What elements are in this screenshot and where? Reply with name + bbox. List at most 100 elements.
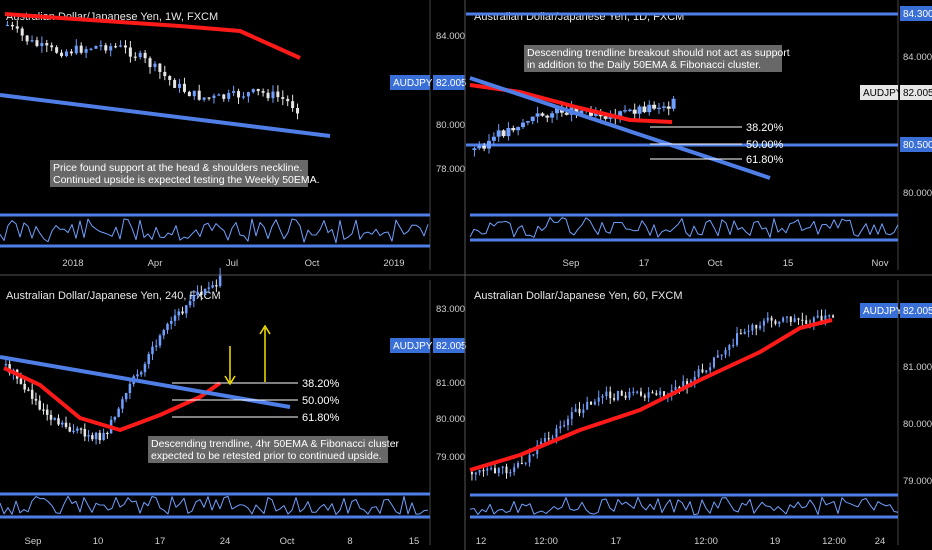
y-tick-label: 79.000 bbox=[436, 452, 465, 463]
candle-body bbox=[94, 432, 98, 440]
candle-body bbox=[133, 56, 137, 58]
price-tag: AUDJPY bbox=[863, 88, 903, 99]
candle-body bbox=[550, 113, 555, 118]
candle-body bbox=[812, 317, 815, 326]
y-tick-label: 80.000 bbox=[436, 414, 465, 425]
chart-title: Australian Dollar/Japanese Yen, 240, FXC… bbox=[6, 290, 221, 302]
candle-body bbox=[196, 291, 199, 296]
candle-body bbox=[647, 392, 650, 398]
candle-body bbox=[490, 468, 493, 470]
plot-area: 81.000 80.000 79.000 AUDJPY 82.005 12 12:00 17 1… bbox=[469, 280, 932, 547]
annotation-line: Descending trendline, 4hr 50EMA & Fibona… bbox=[151, 438, 400, 450]
chart-title: Australian Dollar/Japanese Yen, 60, FXCM bbox=[474, 290, 683, 302]
candle-body bbox=[241, 96, 245, 98]
candle-body bbox=[797, 318, 800, 320]
candle-body bbox=[789, 316, 792, 322]
x-tick-label: 12:00 bbox=[694, 536, 718, 547]
candle-body bbox=[15, 26, 19, 29]
candle-body bbox=[79, 45, 83, 53]
candle-body bbox=[528, 454, 531, 463]
candle-body bbox=[139, 372, 143, 375]
fib-level-label: 50.00% bbox=[302, 395, 340, 407]
candle-body bbox=[472, 148, 477, 150]
candle-body bbox=[266, 92, 270, 99]
support-tag-bg bbox=[900, 137, 932, 152]
candle-body bbox=[53, 418, 56, 420]
candle-body bbox=[535, 113, 540, 117]
candle-body bbox=[57, 418, 60, 425]
candle-body bbox=[79, 428, 83, 430]
candle-body bbox=[482, 145, 487, 149]
candle-body bbox=[38, 400, 41, 410]
candle-body bbox=[506, 127, 511, 137]
y-tick-label: 78.000 bbox=[436, 164, 465, 175]
candle-body bbox=[828, 315, 831, 317]
candle-body bbox=[136, 374, 139, 377]
x-tick-label: Oct bbox=[305, 258, 320, 269]
candle-body bbox=[586, 401, 589, 410]
candle-body bbox=[188, 301, 192, 306]
candle-body bbox=[820, 315, 823, 324]
annotation-line: Continued upside is expected testing the… bbox=[53, 174, 320, 186]
candle-body bbox=[25, 35, 29, 42]
plot-area: 38.20%50.00%61.80%84.30084.00083.00081.0… bbox=[466, 0, 932, 270]
candle-body bbox=[173, 315, 177, 321]
candle-body bbox=[620, 390, 623, 396]
ema-line bbox=[4, 12, 301, 60]
candle-body bbox=[671, 98, 676, 109]
annotation-box bbox=[524, 45, 782, 72]
candle-body bbox=[643, 395, 646, 398]
trendline bbox=[0, 93, 331, 138]
candle-body bbox=[170, 320, 173, 324]
candle-body bbox=[217, 94, 221, 96]
price-tag-value: 82.005 bbox=[436, 341, 467, 352]
candle-body bbox=[511, 127, 516, 131]
candle-body bbox=[227, 92, 231, 99]
candle-body bbox=[805, 320, 808, 324]
candle-body bbox=[55, 47, 59, 53]
candle-body bbox=[83, 428, 87, 437]
candle-body bbox=[491, 136, 496, 141]
candle-body bbox=[574, 408, 577, 413]
candle-body bbox=[712, 357, 715, 368]
price-tag-bg bbox=[860, 303, 898, 318]
candle-body bbox=[64, 422, 68, 428]
candle-body bbox=[185, 305, 188, 314]
fib-level-label: 38.20% bbox=[746, 122, 784, 134]
candle-body bbox=[574, 107, 579, 115]
annotation-line: Price found support at the head & should… bbox=[53, 162, 302, 174]
candle-body bbox=[555, 106, 559, 114]
candle-body bbox=[276, 91, 280, 98]
candle-body bbox=[543, 438, 546, 442]
candle-body bbox=[117, 408, 120, 417]
candle-body bbox=[72, 430, 75, 432]
candle-body bbox=[524, 462, 527, 464]
candle-body bbox=[40, 43, 44, 47]
x-tick-label: 17 bbox=[155, 536, 166, 547]
candle-body bbox=[42, 409, 45, 411]
fib-level-label: 61.80% bbox=[302, 412, 340, 424]
candle-body bbox=[593, 401, 596, 405]
support-tag: 80.500 bbox=[903, 140, 932, 151]
ema-line bbox=[469, 318, 833, 472]
candle-body bbox=[659, 391, 662, 395]
candle-body bbox=[143, 364, 147, 373]
candle-body bbox=[281, 97, 285, 99]
y-tick-label: 84.000 bbox=[903, 52, 932, 63]
candle-body bbox=[192, 90, 196, 97]
candle-body bbox=[530, 116, 535, 122]
y-tick-label: 79.000 bbox=[903, 0, 932, 3]
candle-body bbox=[10, 24, 14, 27]
candle-body bbox=[493, 468, 496, 474]
candle-body bbox=[69, 51, 73, 54]
candle-body bbox=[632, 391, 635, 393]
candle-body bbox=[647, 104, 652, 113]
x-tick-label: 12:00 bbox=[534, 536, 558, 547]
price-tag: AUDJPY bbox=[393, 341, 433, 352]
candle-body bbox=[49, 414, 53, 420]
x-tick-label: 12 bbox=[476, 536, 487, 547]
candle-body bbox=[666, 106, 671, 109]
y-tick-label: 83.000 bbox=[436, 304, 465, 315]
candle-body bbox=[121, 399, 124, 409]
